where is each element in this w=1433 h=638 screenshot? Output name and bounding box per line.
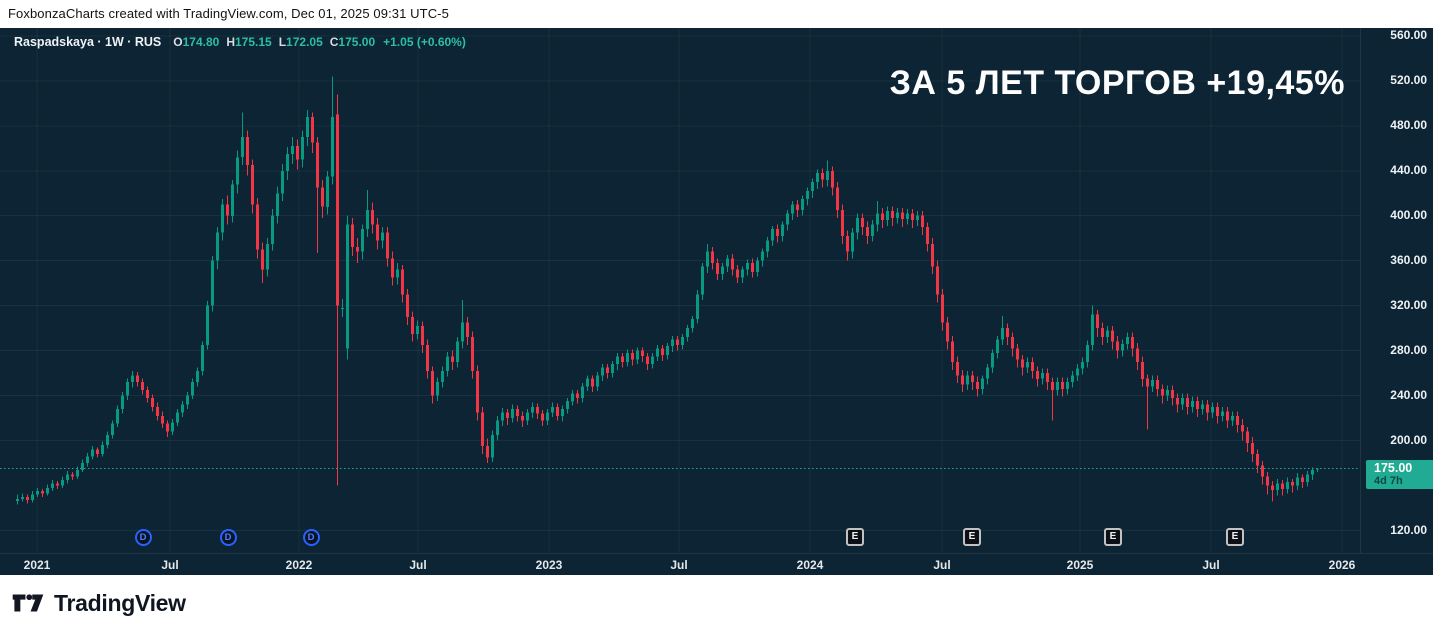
price-tick-label: 520.00 xyxy=(1390,73,1427,88)
dividend-marker[interactable]: D xyxy=(134,529,152,546)
bar-countdown: 4d 7h xyxy=(1374,474,1403,487)
price-tick-label: 440.00 xyxy=(1390,163,1427,178)
earnings-marker[interactable]: E xyxy=(1226,528,1244,546)
current-price-value: 175.00 xyxy=(1374,460,1413,475)
candlestick-canvas xyxy=(0,28,1360,553)
price-axis[interactable]: 175.00 4d 7h 560.00 520.00 480.00 440.00 400… xyxy=(1360,28,1433,553)
attribution-text: FoxbonzaCharts created with TradingView.… xyxy=(8,6,449,21)
price-tick-label: 200.00 xyxy=(1390,433,1427,448)
time-tick-label: Jul xyxy=(409,558,427,572)
low-value: 172.05 xyxy=(286,35,323,49)
open-value: 174.80 xyxy=(182,35,220,49)
change-value: +1.05 (+0.60%) xyxy=(383,35,466,49)
high-value: 175.15 xyxy=(235,35,272,49)
chart-title-overlay: ЗА 5 ЛЕТ ТОРГОВ +19,45% xyxy=(889,64,1345,102)
time-tick-label: Jul xyxy=(670,558,688,572)
time-tick-label: 2024 xyxy=(796,558,824,572)
footer-bar: TradingView xyxy=(0,575,1433,638)
symbol-legend: Raspadskaya · 1W · RUS O174.80 H175.15 L172… xyxy=(14,35,466,49)
earnings-marker[interactable]: E xyxy=(846,528,864,546)
earnings-marker[interactable]: E xyxy=(963,528,981,546)
symbol-title[interactable]: Raspadskaya · 1W · RUS xyxy=(14,35,162,49)
price-tick-label: 280.00 xyxy=(1390,343,1427,358)
tradingview-brand-text: TradingView xyxy=(54,589,186,616)
time-tick-label: 2023 xyxy=(535,558,563,572)
current-price-label: 175.00 4d 7h xyxy=(1366,459,1433,489)
time-tick-label: 2026 xyxy=(1328,558,1356,572)
time-tick-label: Jul xyxy=(161,558,179,572)
dividend-marker[interactable]: D xyxy=(219,529,237,546)
time-tick-label: 2022 xyxy=(285,558,313,572)
price-tick-label: 560.00 xyxy=(1390,28,1427,43)
close-label: C xyxy=(329,35,339,49)
price-tick-label: 240.00 xyxy=(1390,388,1427,403)
open-label: O xyxy=(173,35,183,49)
time-tick-label: 2021 xyxy=(23,558,51,572)
time-axis[interactable]: 2021 Jul 2022 Jul 2023 Jul 2024 Jul 2025 Jul 2026 xyxy=(0,553,1433,576)
low-label: L xyxy=(278,35,287,49)
high-label: H xyxy=(226,35,235,49)
price-tick-label: 360.00 xyxy=(1390,253,1427,268)
close-value: 175.00 xyxy=(338,35,376,49)
tradingview-logo-icon xyxy=(12,594,44,612)
price-tick-label: 400.00 xyxy=(1390,208,1427,223)
attribution-bar: FoxbonzaCharts created with TradingView.… xyxy=(0,0,1433,28)
earnings-marker[interactable]: E xyxy=(1104,528,1122,546)
time-tick-label: Jul xyxy=(933,558,951,572)
price-tick-label: 120.00 xyxy=(1390,523,1427,537)
time-tick-label: 2025 xyxy=(1066,558,1094,572)
time-tick-label: Jul xyxy=(1202,558,1220,572)
price-tick-label: 320.00 xyxy=(1390,298,1427,313)
price-tick-label: 480.00 xyxy=(1390,118,1427,133)
dividend-marker[interactable]: D xyxy=(302,529,320,546)
